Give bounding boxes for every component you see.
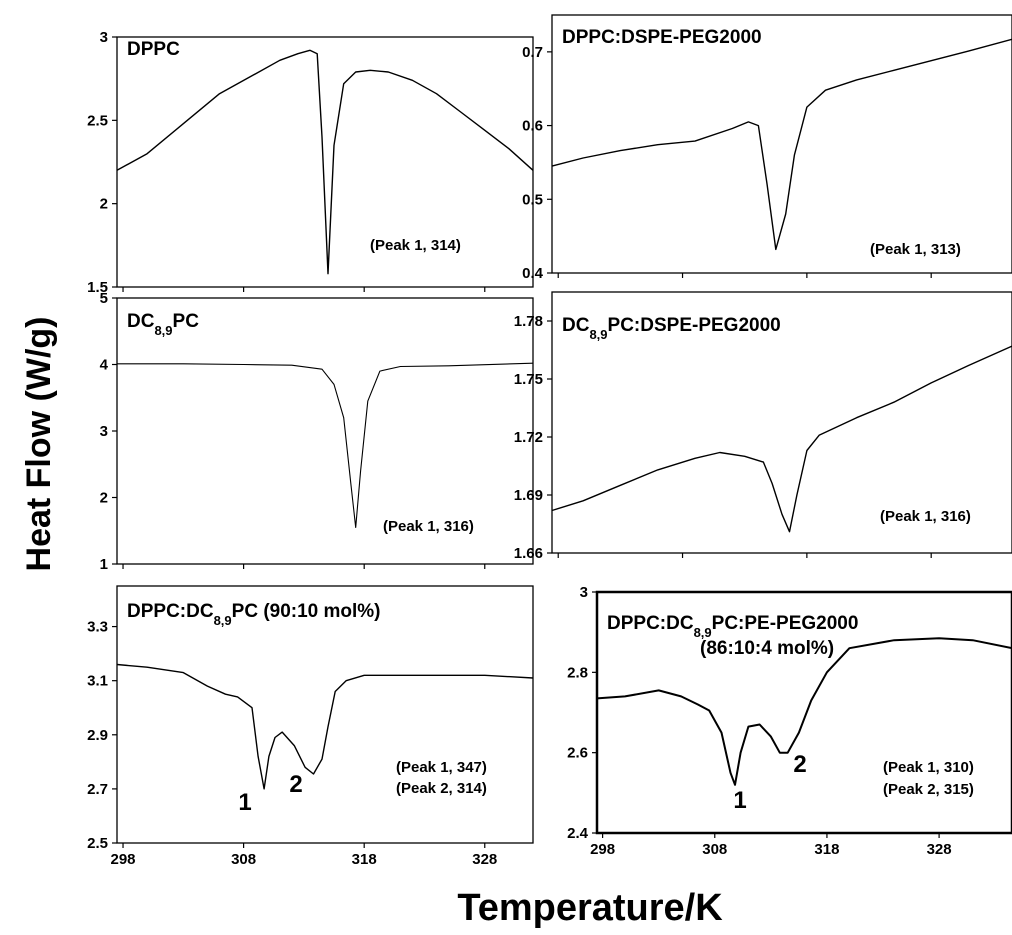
y-tick-label: 3 — [100, 423, 108, 440]
peak-number-label: 2 — [289, 771, 302, 798]
peak-number-label: 1 — [238, 789, 251, 816]
x-tick-label: 328 — [472, 851, 497, 868]
x-tick-label: 308 — [231, 851, 256, 868]
chart-panel-1: 3 2.5 2 1.5 DPPC (Peak 1, 314) — [87, 29, 534, 296]
y-tick-label: 2.4 — [567, 825, 589, 842]
x-tick-label: 308 — [702, 841, 727, 858]
peak-annotation: (Peak 1, 313) — [870, 241, 961, 258]
y-tick-label: 3.1 — [87, 673, 108, 690]
y-tick-label: 2.5 — [87, 112, 108, 129]
y-tick-label: 5 — [100, 290, 108, 307]
panel-title: DC8,9PC — [127, 311, 199, 338]
y-tick-label: 1.5 — [87, 279, 108, 296]
panel-title: DC8,9PC:DSPE-PEG2000 — [562, 315, 781, 342]
peak-annotation: (Peak 1, 316) — [383, 518, 474, 535]
y-tick-label: 3 — [580, 584, 588, 601]
y-tick-label: 1.69 — [514, 487, 543, 504]
plot-frame — [551, 291, 1012, 554]
panel-title: DPPC:DC8,9PC (90:10 mol%) — [127, 601, 381, 628]
y-tick-label: 2.8 — [567, 664, 588, 681]
plot-frame — [116, 36, 534, 288]
x-tick-label: 298 — [111, 851, 136, 868]
y-tick-label: 2.6 — [567, 745, 588, 762]
y-tick-label: 2 — [100, 490, 108, 507]
x-tick-label: 318 — [814, 841, 839, 858]
y-axis-title: Heat Flow (W/g) — [20, 317, 58, 572]
y-tick-label: 2.9 — [87, 727, 108, 744]
panel-title: DPPC:DSPE-PEG2000 — [562, 27, 762, 48]
y-tick-label: 2 — [100, 196, 108, 213]
y-tick-label: 3 — [100, 29, 108, 46]
x-axis-title: Temperature/K — [457, 887, 723, 929]
x-tick-label: 298 — [590, 841, 615, 858]
panel-title: DPPC — [127, 39, 180, 60]
peak-annotation: (Peak 1, 314) — [370, 237, 461, 254]
y-tick-label: 0.5 — [522, 191, 543, 208]
x-tick-label: 328 — [927, 841, 952, 858]
chart-panel-2: 0.7 0.6 0.5 0.4 DPPC:DSPE-PEG2000 (Peak 1, 31… — [522, 14, 1012, 282]
chart-panel-3: 5 4 3 2 1 DC8,9PC (Peak 1, 316) — [100, 290, 534, 573]
y-tick-label: 1 — [100, 556, 108, 573]
heat-flow-curve — [551, 38, 1012, 251]
peak-annotation: (Peak 1, 347) — [396, 759, 487, 776]
peak-number-label: 2 — [793, 751, 806, 778]
heat-flow-curve — [117, 362, 534, 528]
y-tick-label: 1.78 — [514, 313, 543, 330]
y-tick-label: 2.7 — [87, 781, 108, 798]
y-tick-label: 1.72 — [514, 429, 543, 446]
y-tick-label: 4 — [100, 357, 109, 374]
heat-flow-curve — [116, 49, 534, 275]
x-tick-label: 318 — [352, 851, 377, 868]
panel-subtitle: (86:10:4 mol%) — [700, 638, 834, 659]
y-tick-label: 0.7 — [522, 44, 543, 61]
peak-annotation: (Peak 2, 315) — [883, 781, 974, 798]
y-tick-label: 2.5 — [87, 835, 108, 852]
peak-annotation: (Peak 1, 310) — [883, 759, 974, 776]
chart-panel-4: 1.78 1.75 1.72 1.69 1.66 DC8,9PC:DSPE-PEG2000… — [514, 291, 1012, 562]
y-tick-label: 1.66 — [514, 545, 543, 562]
plot-frame — [551, 14, 1012, 274]
peak-annotation: (Peak 2, 314) — [396, 780, 487, 797]
plot-frame — [116, 585, 534, 844]
y-tick-label: 1.75 — [514, 371, 543, 388]
heat-flow-curve — [596, 637, 1012, 786]
heat-flow-curve — [551, 345, 1012, 533]
panel-title: DPPC:DC8,9PC:PE-PEG2000 — [607, 613, 858, 640]
y-tick-label: 0.4 — [522, 265, 544, 282]
plot-frame — [595, 590, 1012, 835]
peak-annotation: (Peak 1, 316) — [880, 508, 971, 525]
y-tick-label: 3.3 — [87, 619, 108, 636]
heat-flow-curve — [116, 663, 534, 790]
peak-number-label: 1 — [733, 787, 746, 814]
y-tick-label: 0.6 — [522, 118, 543, 135]
